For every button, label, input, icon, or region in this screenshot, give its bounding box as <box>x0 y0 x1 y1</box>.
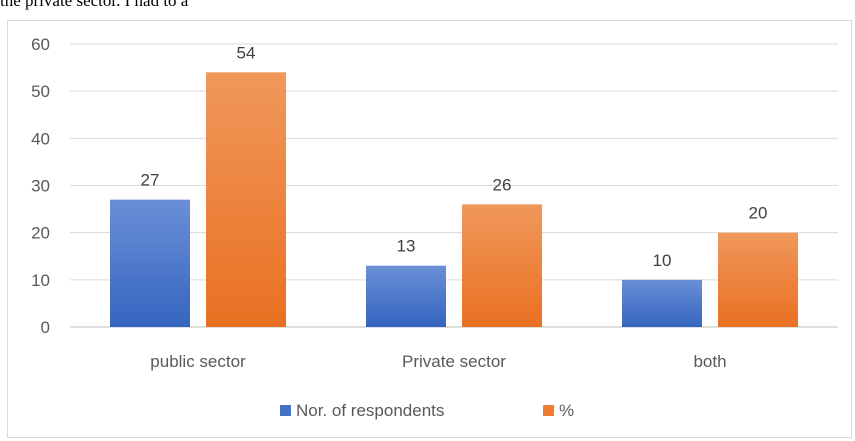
legend: Nor. of respondents% <box>280 401 574 420</box>
bar-respondents <box>366 265 446 327</box>
y-tick-label: 60 <box>31 35 50 54</box>
y-tick-label: 40 <box>31 129 50 148</box>
bar-percent <box>718 232 798 327</box>
data-label: 26 <box>493 175 512 194</box>
bar-respondents <box>110 199 190 327</box>
x-category-label: both <box>693 352 726 371</box>
gridlines <box>70 43 838 328</box>
y-tick-label: 10 <box>31 271 50 290</box>
x-axis-categories: public sector Private sector both <box>150 352 726 371</box>
legend-swatch <box>543 405 554 416</box>
x-category-label: Private sector <box>402 352 506 371</box>
y-tick-label: 0 <box>41 318 50 337</box>
y-tick-label: 50 <box>31 82 50 101</box>
y-tick-label: 20 <box>31 224 50 243</box>
data-label: 10 <box>653 251 672 270</box>
data-label: 54 <box>237 43 256 62</box>
legend-swatch <box>280 405 291 416</box>
figure-caption-fragment: the private sector. I had to a <box>0 0 189 10</box>
bars <box>110 72 798 327</box>
data-label: 20 <box>749 204 768 223</box>
y-tick-label: 30 <box>31 177 50 196</box>
chart-frame <box>7 20 852 438</box>
x-category-label: public sector <box>150 352 246 371</box>
legend-label: Nor. of respondents <box>296 401 444 420</box>
legend-label: % <box>559 401 574 420</box>
bar-respondents <box>622 279 702 327</box>
data-label: 13 <box>397 237 416 256</box>
y-axis-ticks: 0 10 20 30 40 50 60 <box>31 35 50 337</box>
bar-percent <box>206 72 286 327</box>
bar-percent <box>462 204 542 327</box>
data-label: 27 <box>141 171 160 190</box>
data-labels: 27 54 13 26 10 20 <box>141 43 768 270</box>
